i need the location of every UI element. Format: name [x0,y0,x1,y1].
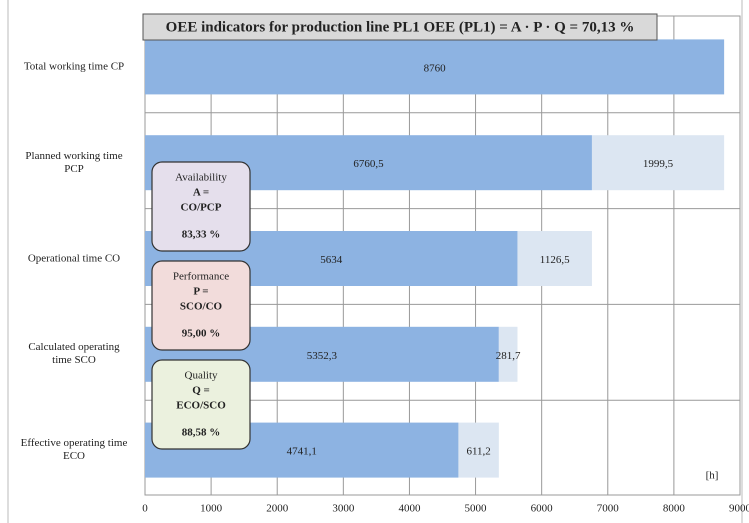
x-tick-label: 4000 [398,503,421,515]
x-tick-label: 8000 [663,503,686,515]
annotation-text: Q = [192,385,210,397]
annotation-text: Quality [185,370,218,382]
value-label: 6760,5 [353,158,384,170]
annotation-box [151,260,251,351]
y-tick-label: Operational time CO [27,252,121,264]
y-tick-label: Calculated operating time SCO [28,341,120,367]
x-tick-label: 2000 [266,503,289,515]
x-tick-label: 7000 [597,503,620,515]
annotation-box [151,359,251,450]
bar [517,231,592,286]
annotation-text: P = [193,286,208,298]
value-label: 281,7 [496,350,521,362]
x-tick-label: 1000 [200,503,223,515]
annotation-text: ECO/SCO [176,400,226,412]
bar [458,422,499,478]
bar [498,326,518,382]
value-label: 4741,1 [287,446,317,458]
unit-label: [h] [706,470,719,482]
annotation-text: 83,33 % [182,229,221,241]
x-tick-label: 3000 [332,503,355,515]
chart-title: OEE indicators for production line PL1 O… [166,19,635,35]
annotation-text: Performance [173,271,229,283]
value-label: 8760 [424,62,447,74]
x-tick-label: 0 [142,503,148,515]
value-label: 5634 [320,254,343,266]
annotation-text: A = [193,187,209,199]
value-label: 1999,5 [643,158,674,170]
annotation-text: 95,00 % [182,328,221,340]
x-tick-label: 5000 [465,503,488,515]
value-label: 5352,3 [307,350,338,362]
title-box [142,13,658,41]
bar [145,39,725,95]
annotation-text: 88,58 % [182,427,221,439]
bar [591,135,725,191]
annotation-text: CO/PCP [181,202,222,214]
value-label: 1126,5 [540,254,570,266]
annotation-text: SCO/CO [180,301,223,313]
y-tick-label: Planned working time PCP [25,149,123,175]
annotation-box [151,161,251,252]
value-label: 611,2 [466,446,490,458]
y-tick-label: Total working time CP [23,60,125,73]
x-tick-label: 6000 [531,503,554,515]
x-tick-label: 9000 [729,503,749,515]
annotation-text: Availability [175,172,227,184]
y-tick-label: Effective operating time ECO [20,437,128,463]
